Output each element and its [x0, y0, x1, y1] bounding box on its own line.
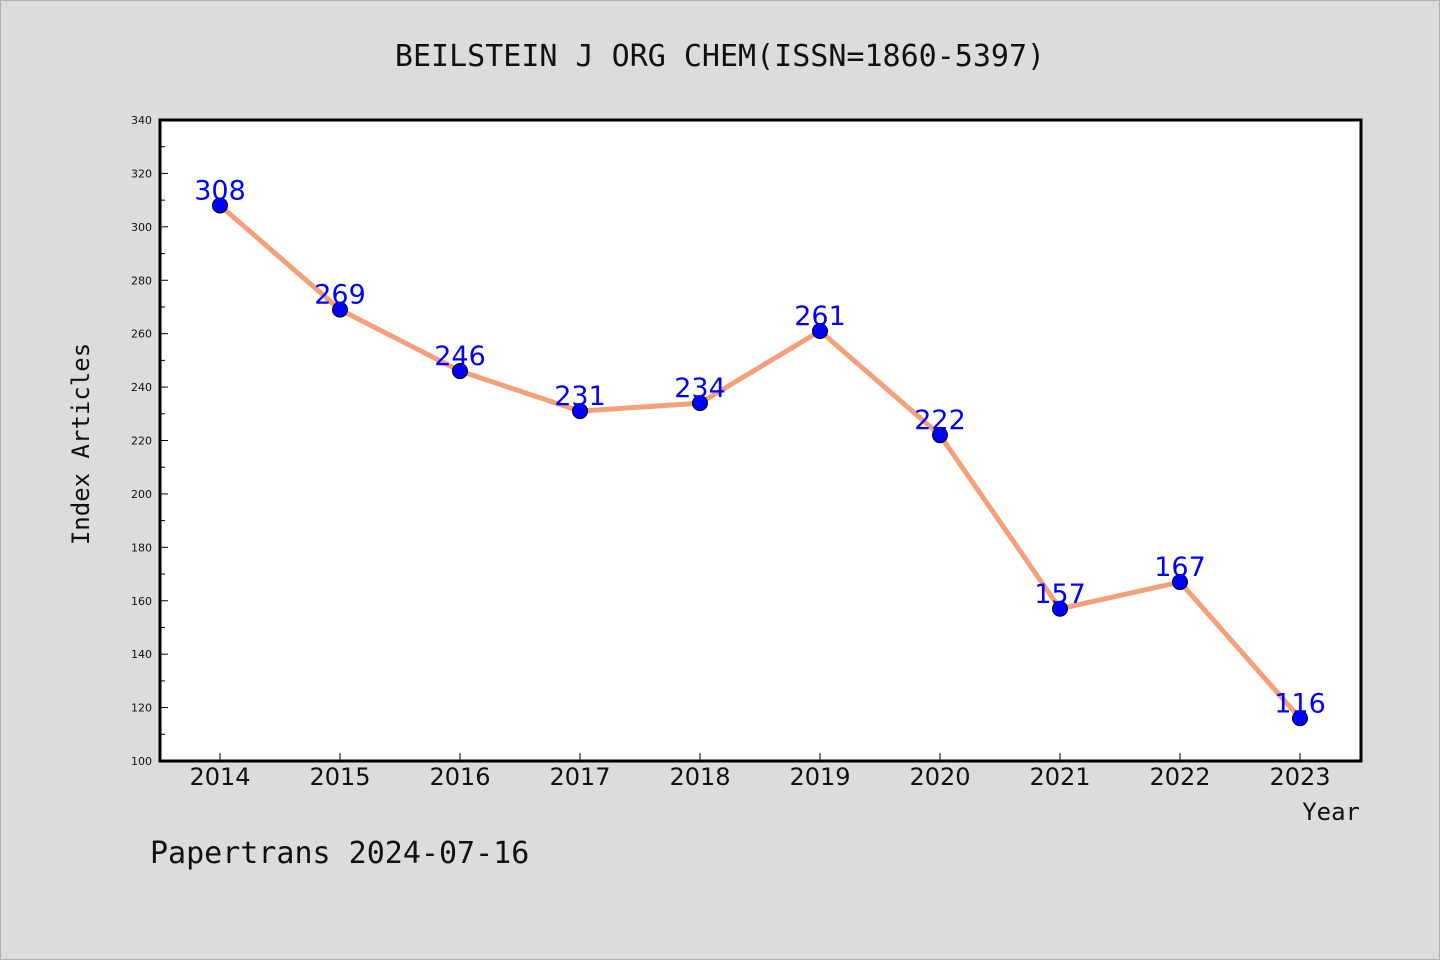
data-point-marker — [932, 427, 948, 444]
y-tick-label: 280 — [131, 274, 152, 287]
x-tick-label: 2023 — [1269, 763, 1330, 791]
y-tick-label: 200 — [131, 488, 152, 501]
y-tick-label: 120 — [131, 702, 152, 715]
y-tick-label: 100 — [131, 755, 152, 768]
x-axis-label: Year — [1302, 798, 1360, 826]
x-tick-label: 2016 — [429, 763, 490, 791]
data-label: 222 — [914, 405, 966, 436]
data-point-marker — [1172, 574, 1188, 591]
data-label: 261 — [794, 301, 846, 332]
x-axis: 2014 2015 2016 2017 2018 2019 2020 2021 2022 2023 — [189, 753, 1331, 791]
x-tick-label: 2018 — [669, 763, 730, 791]
data-label: 116 — [1274, 688, 1326, 719]
data-label: 167 — [1154, 552, 1206, 583]
y-tick-label: 240 — [131, 381, 152, 394]
y-tick-label: 320 — [131, 167, 152, 180]
series-layer: 308 269 246 231 234 261 222 157 167 116 — [194, 175, 1326, 727]
x-tick-label: 2017 — [549, 763, 610, 791]
y-tick-label: 140 — [131, 648, 152, 661]
y-tick-label: 220 — [131, 435, 152, 448]
data-point-marker — [812, 322, 828, 339]
y-tick-label: 160 — [131, 595, 152, 608]
data-point-marker — [572, 403, 588, 420]
x-tick-label: 2019 — [789, 763, 850, 791]
data-label: 246 — [434, 341, 486, 372]
x-tick-label: 2020 — [909, 763, 970, 791]
x-tick-label: 2022 — [1149, 763, 1210, 791]
y-tick-label: 180 — [131, 541, 152, 554]
footer-text: Papertrans 2024-07-16 — [150, 836, 529, 871]
data-label: 231 — [554, 381, 606, 412]
data-label: 308 — [194, 175, 246, 206]
y-axis-label: Index Articles — [67, 343, 95, 545]
series-line — [217, 202, 1303, 721]
data-point-marker — [1292, 710, 1308, 727]
plot-area — [158, 118, 1363, 763]
y-tick-label: 300 — [131, 221, 152, 234]
data-label: 269 — [314, 280, 366, 311]
data-point-marker — [212, 197, 228, 214]
x-tick-label: 2015 — [309, 763, 370, 791]
chart-title: BEILSTEIN J ORG CHEM(ISSN=1860-5397) — [395, 39, 1045, 74]
data-point-marker — [452, 363, 468, 380]
x-tick-label: 2014 — [189, 763, 250, 791]
x-tick-label: 2021 — [1029, 763, 1090, 791]
data-point-marker — [332, 301, 348, 318]
data-point-marker — [692, 395, 708, 412]
y-tick-label: 340 — [131, 114, 152, 127]
y-tick-label: 260 — [131, 328, 152, 341]
data-label: 157 — [1034, 579, 1086, 610]
data-label: 234 — [674, 373, 726, 404]
data-point-marker — [1052, 600, 1068, 617]
y-axis: 100 120 140 160 180 200 220 240 260 280 300 320 340 — [131, 114, 168, 768]
